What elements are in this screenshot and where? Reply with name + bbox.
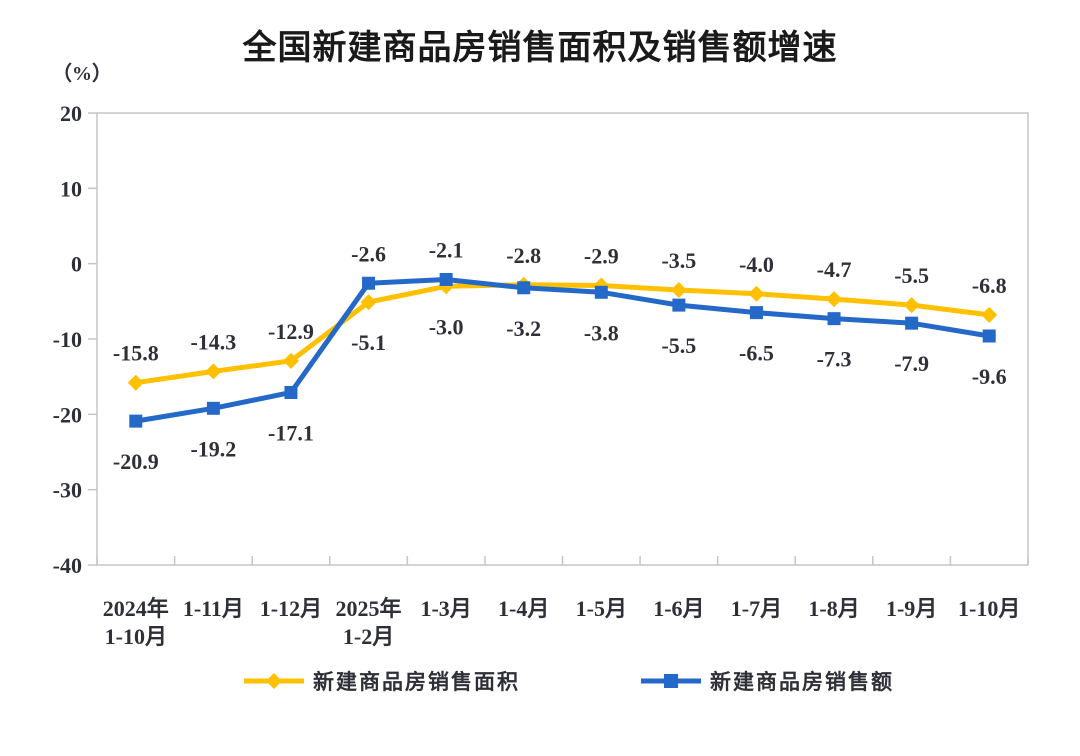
y-axis-label: -40 <box>53 553 82 578</box>
x-axis-label: 1-7月 <box>731 596 782 621</box>
data-point-label: -5.5 <box>894 263 929 288</box>
legend-item-sales-amount: 新建商品房销售额 <box>640 668 894 694</box>
y-axis-unit-label: （%） <box>52 63 112 85</box>
data-point-label: -20.9 <box>113 449 159 474</box>
x-axis-label: 1-5月 <box>576 596 627 621</box>
y-axis-label: -10 <box>53 327 82 352</box>
data-point-label: -15.8 <box>113 341 159 366</box>
y-axis-label: -20 <box>53 402 82 427</box>
y-axis-label: 10 <box>60 176 82 201</box>
data-point-diamond-marker <box>903 297 920 314</box>
x-axis-label: 1-9月 <box>886 596 937 621</box>
data-point-square-marker <box>749 306 763 320</box>
data-point-label: -3.2 <box>506 316 541 341</box>
data-point-label: -5.5 <box>661 333 696 358</box>
data-point-diamond-marker <box>205 363 222 380</box>
chart-title: 全国新建商品房销售面积及销售额增速 <box>242 29 838 67</box>
x-axis-label: 1-10月 <box>958 596 1020 621</box>
data-point-label: -2.8 <box>506 243 541 268</box>
data-point-label: -4.7 <box>817 257 852 282</box>
x-axis-label: 1-10月 <box>105 624 167 649</box>
data-point-square-marker <box>517 281 531 295</box>
legend-item-sales-area: 新建商品房销售面积 <box>243 668 520 694</box>
data-point-label: -3.5 <box>661 248 696 273</box>
data-point-label: -17.1 <box>268 420 314 445</box>
data-point-square-marker <box>206 401 220 415</box>
y-axis-label: 20 <box>60 101 82 126</box>
x-axis-label: 1-3月 <box>420 596 471 621</box>
x-axis-label: 1-12月 <box>260 596 322 621</box>
x-axis-label: 2025年 <box>336 596 402 621</box>
data-point-square-marker <box>129 414 143 428</box>
data-point-square-marker <box>827 312 841 326</box>
data-point-label: -7.3 <box>817 347 852 372</box>
x-axis-label: 1-8月 <box>808 596 859 621</box>
data-point-square-marker <box>672 298 686 312</box>
data-point-label: -7.9 <box>894 351 929 376</box>
y-axis-label: -30 <box>53 478 82 503</box>
x-axis-label: 1-4月 <box>498 596 549 621</box>
data-point-diamond-marker <box>360 294 377 311</box>
data-point-square-marker <box>905 316 919 330</box>
data-point-square-marker <box>362 276 376 290</box>
data-point-diamond-marker <box>127 374 144 391</box>
legend-label-sales-area: 新建商品房销售面积 <box>313 671 520 694</box>
data-point-square-marker <box>439 272 453 286</box>
x-axis-label: 2024年 <box>103 596 169 621</box>
data-point-label: -6.8 <box>972 273 1007 298</box>
series-line-0 <box>133 282 992 386</box>
data-point-diamond-marker <box>826 291 843 308</box>
data-point-label: -14.3 <box>190 329 236 354</box>
data-point-square-marker <box>982 329 996 343</box>
data-point-diamond-marker <box>282 352 299 369</box>
data-point-label: -3.0 <box>429 314 464 339</box>
x-axis-label: 1-11月 <box>183 596 244 621</box>
legend-label-sales-amount: 新建商品房销售额 <box>710 671 894 694</box>
data-point-square-marker <box>594 285 608 299</box>
data-point-label: -6.5 <box>739 341 774 366</box>
legend-marker-sales-amount-icon <box>641 674 701 688</box>
data-point-label: -3.8 <box>584 320 619 345</box>
chart-legend: 新建商品房销售面积 新建商品房销售额 <box>0 668 1080 698</box>
data-point-diamond-marker <box>670 282 687 299</box>
data-point-label: -4.0 <box>739 252 774 277</box>
data-point-label: -5.1 <box>351 330 386 355</box>
data-point-diamond-marker <box>981 306 998 323</box>
x-axis-label: 1-2月 <box>343 624 394 649</box>
data-point-label: -2.1 <box>429 237 464 262</box>
data-point-label: -2.9 <box>584 244 619 269</box>
data-point-diamond-marker <box>748 285 765 302</box>
data-point-label: -19.2 <box>190 436 236 461</box>
legend-marker-sales-area-icon <box>244 673 304 689</box>
plot-border <box>96 112 1029 566</box>
data-point-label: -9.6 <box>972 364 1007 389</box>
series-line-1 <box>133 276 992 424</box>
x-axis-label: 1-6月 <box>653 596 704 621</box>
data-point-label: -12.9 <box>268 319 314 344</box>
data-point-label: -2.6 <box>351 241 386 266</box>
y-axis-label: 0 <box>71 252 82 277</box>
data-point-square-marker <box>284 385 298 399</box>
